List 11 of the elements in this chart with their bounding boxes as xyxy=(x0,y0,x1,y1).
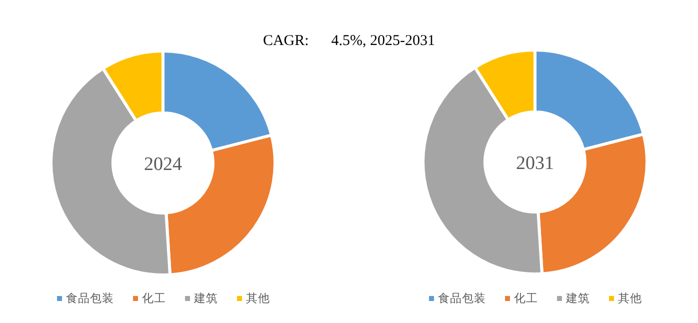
legend-label: 其他 xyxy=(618,291,642,305)
legend-label: 食品包装 xyxy=(66,291,114,305)
legend-label: 建筑 xyxy=(193,291,218,305)
text: 2031 xyxy=(516,153,554,174)
legend-label: 食品包装 xyxy=(438,291,486,305)
legend-label: 化工 xyxy=(514,291,538,305)
legend-label: 其他 xyxy=(246,291,270,305)
legend-label: 化工 xyxy=(142,291,166,305)
text: CAGR: 4.5%, 2025-2031 xyxy=(262,33,436,49)
text: 2024 xyxy=(144,154,182,175)
legend-label: 建筑 xyxy=(565,291,590,305)
